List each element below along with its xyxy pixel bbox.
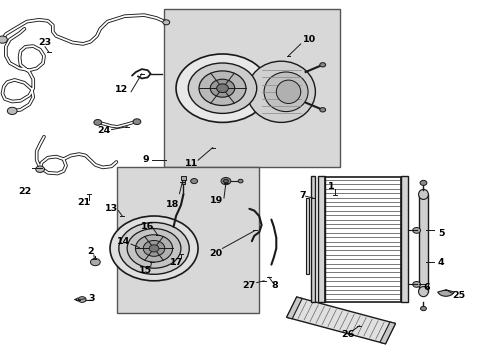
Bar [324,177,400,302]
Text: 25: 25 [451,292,464,300]
Circle shape [7,107,17,114]
Circle shape [176,54,268,122]
Ellipse shape [246,61,315,122]
Circle shape [143,240,164,256]
Text: 1: 1 [327,182,334,191]
Wedge shape [437,290,453,296]
Circle shape [133,119,141,125]
Circle shape [90,258,100,266]
Text: 27: 27 [241,281,255,289]
Text: 8: 8 [271,281,278,289]
Circle shape [412,228,420,233]
Text: 3: 3 [88,294,95,302]
Circle shape [216,84,228,93]
Bar [181,176,185,180]
Circle shape [210,79,234,97]
Text: 2: 2 [87,247,94,256]
Text: 7: 7 [298,191,305,199]
Circle shape [190,179,197,184]
Text: 20: 20 [209,248,222,258]
Text: 15: 15 [139,266,152,275]
Circle shape [238,179,243,183]
Text: 13: 13 [105,204,118,212]
Text: 23: 23 [39,38,51,47]
Circle shape [188,63,256,113]
Circle shape [0,36,7,43]
Circle shape [78,297,86,302]
Bar [418,194,427,292]
Bar [317,176,324,302]
Ellipse shape [264,72,307,112]
Bar [310,176,315,302]
Bar [286,297,395,344]
Text: 11: 11 [184,159,198,168]
Circle shape [221,177,230,185]
Circle shape [36,166,44,172]
Circle shape [94,120,102,125]
Text: 12: 12 [114,85,128,94]
Circle shape [199,71,245,105]
Text: 10: 10 [302,35,315,44]
Circle shape [412,282,420,287]
Bar [163,9,339,167]
Bar [286,297,302,319]
Bar [305,198,308,274]
Text: 6: 6 [422,283,429,292]
Circle shape [119,222,189,274]
Text: 14: 14 [116,238,130,246]
Circle shape [223,179,228,183]
Circle shape [135,235,172,262]
Bar [117,167,259,313]
Text: 18: 18 [165,200,179,209]
Circle shape [127,229,181,268]
Ellipse shape [276,80,300,104]
Text: 24: 24 [97,126,110,135]
Text: 4: 4 [437,258,444,266]
Circle shape [149,245,159,252]
Bar [400,176,407,302]
Text: 5: 5 [437,229,444,238]
Text: 9: 9 [142,155,149,164]
Text: 16: 16 [141,222,154,231]
Text: 17: 17 [170,258,183,266]
Bar [182,180,184,184]
Circle shape [319,63,325,67]
Text: 22: 22 [18,187,31,196]
Ellipse shape [418,287,427,297]
Circle shape [319,108,325,112]
Bar [379,322,395,344]
Circle shape [110,216,198,281]
Text: 21: 21 [77,198,91,207]
Text: 26: 26 [341,330,354,339]
FancyArrowPatch shape [75,298,78,301]
Circle shape [163,20,169,25]
Circle shape [420,306,426,311]
Ellipse shape [418,189,427,199]
Text: 19: 19 [209,197,223,205]
Circle shape [419,180,426,185]
